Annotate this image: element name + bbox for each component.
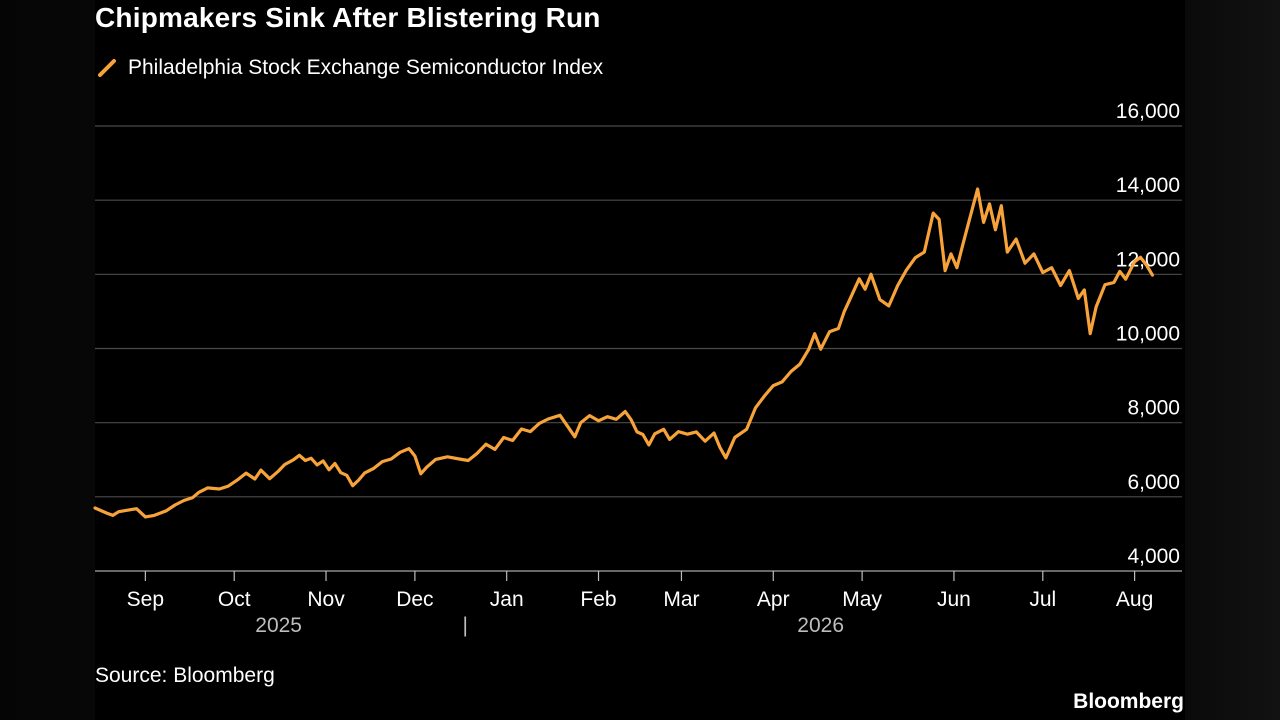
chart-canvas xyxy=(95,0,1185,720)
x-tick-label: Sep xyxy=(127,588,164,611)
x-tick-label: Feb xyxy=(580,588,616,611)
y-tick-label: 16,000 xyxy=(1116,100,1180,123)
x-tick-label: Jun xyxy=(937,588,971,611)
x-tick-label: May xyxy=(842,588,882,611)
x-tick-label: Apr xyxy=(757,588,790,611)
x-tick-label: Jan xyxy=(490,588,524,611)
x-tick-label: Dec xyxy=(396,588,433,611)
x-tick-label: Oct xyxy=(218,588,251,611)
y-tick-label: 6,000 xyxy=(1127,471,1180,494)
x-tick-label: Aug xyxy=(1116,588,1153,611)
y-tick-label: 10,000 xyxy=(1116,323,1180,346)
year-label: 2025 xyxy=(255,614,302,637)
right-frame xyxy=(1184,0,1280,720)
year-label: 2026 xyxy=(797,614,844,637)
year-divider: | xyxy=(462,614,467,637)
source-note: Source: Bloomberg xyxy=(95,664,275,687)
x-tick-label: Nov xyxy=(307,588,345,611)
x-tick-label: Jul xyxy=(1029,588,1056,611)
x-tick-label: Mar xyxy=(663,588,699,611)
legend-label: Philadelphia Stock Exchange Semiconducto… xyxy=(128,56,604,79)
bloomberg-logo: Bloomberg xyxy=(1073,690,1184,713)
series-line xyxy=(93,187,1154,519)
chart-title: Chipmakers Sink After Blistering Run xyxy=(95,2,601,33)
y-tick-label: 14,000 xyxy=(1116,174,1180,197)
legend-swatch xyxy=(96,57,118,79)
left-frame xyxy=(0,0,95,720)
y-tick-label: 8,000 xyxy=(1127,397,1180,420)
legend: Philadelphia Stock Exchange Semiconducto… xyxy=(96,56,603,80)
y-tick-label: 4,000 xyxy=(1127,545,1180,568)
